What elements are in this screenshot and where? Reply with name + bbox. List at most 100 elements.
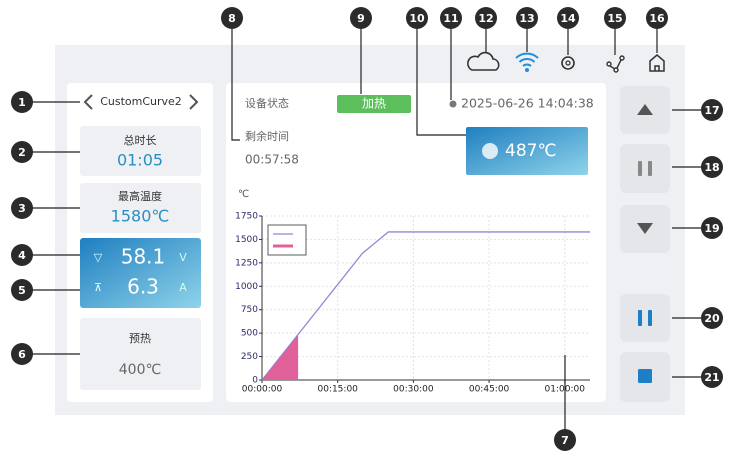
cloud-icon[interactable] — [467, 51, 500, 71]
status-button[interactable] — [337, 95, 411, 113]
voltage-unit: V — [179, 251, 187, 264]
remaining-value: 00:57:58 — [245, 153, 299, 167]
clock-icon — [449, 100, 457, 108]
y-axis-label: ℃ — [238, 189, 249, 200]
max-temp-card — [80, 183, 201, 233]
callout-number: 21 — [704, 371, 719, 384]
current-value: 6.3 — [127, 275, 159, 299]
callout-number: 5 — [18, 284, 26, 297]
callout-number: 17 — [704, 104, 719, 117]
thermo-icon — [482, 143, 498, 159]
max-temp-value: 1580℃ — [111, 207, 170, 226]
callout-badge — [11, 244, 33, 266]
pause-bar — [648, 161, 652, 176]
callout-number: 12 — [478, 12, 493, 25]
preheat-label: 预热 — [129, 332, 151, 345]
pause-button-gray[interactable] — [620, 144, 670, 193]
callout-number: 11 — [443, 12, 458, 25]
datetime: 2025-06-26 14:04:38 — [461, 96, 594, 111]
callout-number: 4 — [18, 249, 26, 262]
next-arrow[interactable] — [189, 94, 199, 110]
max-temp-label: 最高温度 — [118, 189, 162, 203]
callout-badge — [440, 7, 462, 29]
remaining-label: 剩余时间 — [245, 129, 289, 143]
status-state: 加热 — [362, 97, 386, 111]
callout-badge — [646, 7, 668, 29]
preheat-card[interactable] — [80, 318, 201, 390]
callout-number: 2 — [18, 146, 26, 159]
pause-button[interactable] — [620, 294, 670, 342]
callout-badge — [11, 279, 33, 301]
callout-badge — [554, 429, 576, 451]
callout-badge — [701, 366, 723, 388]
x-tick-label: 00:15:00 — [317, 385, 358, 395]
total-time-value: 01:05 — [117, 151, 163, 170]
callout-badge — [516, 7, 538, 29]
voltage-icon: ▽ — [94, 251, 103, 264]
wifi-icon[interactable] — [515, 52, 539, 72]
legend-box — [267, 224, 307, 256]
preheat-value: 400℃ — [119, 362, 161, 378]
prev-arrow[interactable] — [83, 94, 93, 110]
callout-line — [231, 18, 240, 141]
callout-badge — [11, 197, 33, 219]
callout-badge — [11, 343, 33, 365]
current-icon: ⊼ — [94, 281, 102, 294]
total-time-card — [80, 126, 201, 176]
x-tick-label: 00:00:00 — [242, 385, 283, 395]
y-tick-label: 500 — [241, 329, 258, 339]
callout-badge — [701, 307, 723, 329]
current-temperature: 487℃ — [505, 141, 557, 161]
callout-number: 8 — [228, 12, 236, 25]
callout-number: 18 — [704, 161, 719, 174]
callout-badge — [11, 141, 33, 163]
electric-card — [80, 238, 201, 308]
voltage-value: 58.1 — [121, 245, 166, 269]
callout-line — [416, 18, 466, 136]
y-tick-label: 750 — [241, 305, 258, 315]
settings-icon[interactable] — [561, 56, 575, 70]
pause-bar — [638, 161, 642, 176]
curve-name: CustomCurve2 — [100, 95, 182, 108]
callout-number: 13 — [519, 12, 534, 25]
callout-badge — [350, 7, 372, 29]
callout-number: 14 — [560, 12, 576, 25]
callout-badge — [406, 7, 428, 29]
down-icon — [637, 223, 653, 234]
x-tick-label: 00:45:00 — [469, 385, 510, 395]
callout-number: 15 — [607, 12, 622, 25]
stop-icon — [638, 369, 652, 383]
callout-badge — [557, 7, 579, 29]
settings-icon-core — [565, 60, 571, 66]
callout-badge — [604, 7, 626, 29]
callout-number: 20 — [704, 312, 720, 325]
status-label: 设备状态 — [245, 96, 289, 110]
callout-number: 1 — [18, 96, 26, 109]
x-tick-label: 00:30:00 — [393, 385, 434, 395]
callout-number: 6 — [18, 348, 26, 361]
callout-number: 3 — [18, 202, 26, 215]
home-icon[interactable] — [649, 54, 665, 72]
callout-badge — [701, 217, 723, 239]
y-tick-label: 1250 — [235, 258, 258, 268]
network-icon[interactable] — [606, 55, 625, 73]
callout-badge — [475, 7, 497, 29]
y-tick-label: 1500 — [235, 235, 258, 245]
callout-number: 7 — [561, 434, 569, 447]
line — [261, 231, 590, 381]
y-tick-label: 250 — [241, 352, 258, 362]
callout-badge — [701, 156, 723, 178]
area — [262, 335, 299, 380]
callout-number: 19 — [704, 222, 719, 235]
total-time-label: 总时长 — [124, 133, 157, 147]
pause-bar — [638, 310, 642, 326]
y-tick-label: 0 — [252, 376, 258, 386]
y-tick-label: 1000 — [235, 282, 258, 292]
pause-bar — [648, 310, 652, 326]
callout-number: 9 — [357, 12, 365, 25]
callout-badge — [11, 91, 33, 113]
temperature-card — [466, 127, 588, 175]
callout-badge — [221, 7, 243, 29]
up-icon — [637, 104, 653, 115]
